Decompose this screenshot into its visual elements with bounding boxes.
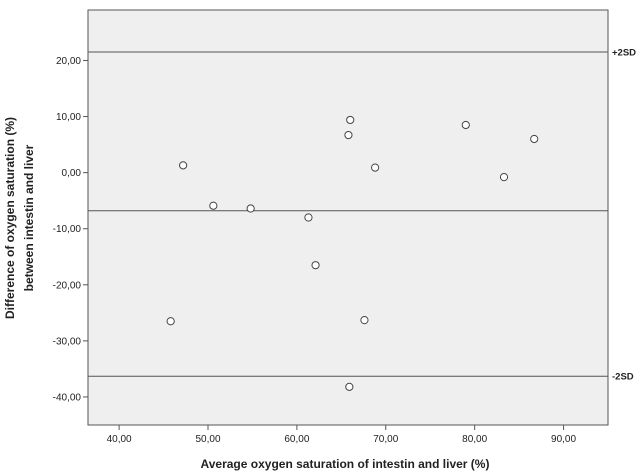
x-axis-ticks: 40,00 50,00 60,00 70,00 80,00 90,00	[107, 425, 577, 445]
y-tick-label: -10,00	[53, 224, 82, 235]
data-point	[304, 213, 313, 222]
reference-line-label: +2SD	[612, 48, 636, 59]
y-axis-title: Difference of oxygen saturation (%) betw…	[3, 117, 36, 319]
y-axis-title-line-1: Difference of oxygen saturation (%)	[3, 117, 17, 319]
reference-lines: +2SD -2SD	[88, 48, 636, 383]
data-point	[371, 163, 380, 172]
data-point	[209, 201, 218, 210]
data-point	[344, 130, 353, 140]
data-point	[360, 316, 369, 325]
y-axis-ticks: 20,00 10,00 0,00 -10,00 -20,00 -30,00 -40,00	[53, 56, 88, 403]
x-tick-label: 90,00	[551, 434, 576, 445]
reference-line-label: -2SD	[612, 372, 634, 383]
plot-area	[87, 9, 609, 426]
data-point	[345, 382, 354, 391]
data-point	[246, 204, 255, 213]
y-tick-label: -30,00	[53, 336, 82, 347]
x-tick-label: 70,00	[373, 434, 398, 445]
data-points	[166, 115, 539, 391]
y-tick-label: 20,00	[56, 56, 81, 67]
data-point	[311, 261, 320, 270]
x-tick-label: 50,00	[195, 434, 220, 445]
y-axis-title-line-2: between intestin and liver	[22, 144, 36, 291]
x-tick-label: 80,00	[462, 434, 487, 445]
data-point	[461, 120, 470, 130]
y-tick-label: 10,00	[56, 112, 81, 123]
data-point	[179, 161, 188, 170]
data-point	[166, 317, 175, 326]
y-tick-label: -40,00	[53, 392, 82, 403]
y-tick-label: 0,00	[62, 168, 82, 179]
data-point	[499, 173, 509, 182]
x-axis-title: Average oxygen saturation of intestin an…	[201, 457, 490, 471]
data-point	[530, 134, 539, 144]
x-tick-label: 40,00	[107, 434, 132, 445]
y-tick-label: -20,00	[53, 280, 82, 291]
x-tick-label: 60,00	[284, 434, 309, 445]
data-point	[346, 115, 355, 125]
